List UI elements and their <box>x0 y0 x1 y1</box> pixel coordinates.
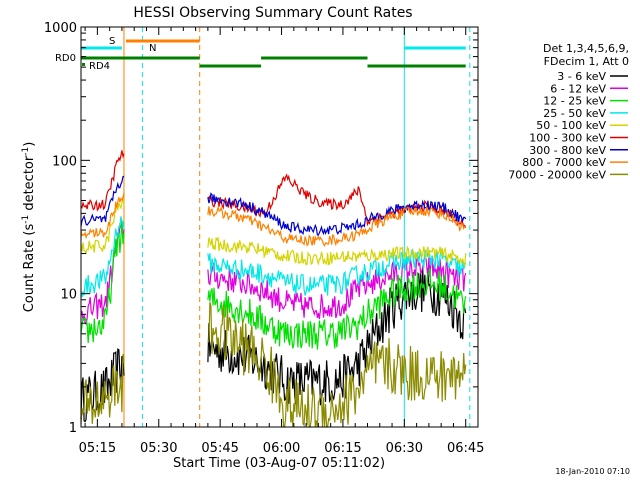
legend-label: 50 - 100 keV <box>536 119 606 132</box>
series-line-800-7000-kev-a <box>80 192 125 240</box>
y-tick-label: 1000 <box>44 21 77 36</box>
y-tick-label: 1 <box>69 421 77 436</box>
x-tick-label: 05:45 <box>201 441 238 456</box>
x-tick-label: 05:30 <box>140 441 177 456</box>
legend-label: 25 - 50 keV <box>543 107 606 120</box>
series-line-800-7000-kev-b <box>207 205 466 248</box>
series-line-3-6-kev-a <box>80 348 125 423</box>
y-label-sup2: -1 <box>21 147 31 156</box>
series-line-300-800-kev-a <box>80 175 125 227</box>
legend-label: 3 - 6 keV <box>557 70 606 83</box>
series-line-100-300-kev-b <box>207 173 467 229</box>
x-tick-label: 06:15 <box>324 441 361 456</box>
legend-header-line1: Det 1,3,4,5,6,9, <box>543 42 629 55</box>
flag-label-n: N <box>149 43 156 54</box>
y-axis: 1 10 100 1000 <box>44 21 478 436</box>
flag-bars: S N RD0 RD4 <box>55 36 466 72</box>
flag-label-rd0: RD0 <box>55 53 76 64</box>
y-tick-label: 100 <box>52 154 77 169</box>
series-line-100-300-kev-a <box>80 150 125 212</box>
x-tick-label: 06:00 <box>263 441 300 456</box>
series-line-7000-20000-kev-a <box>80 353 125 424</box>
y-label-part3: ) <box>22 142 37 147</box>
legend-label: 12 - 25 keV <box>543 95 606 108</box>
series-line-50-100-kev-b <box>207 236 467 268</box>
y-label-sup1: -1 <box>21 215 31 224</box>
y-label-part1: Count Rate (s <box>22 224 37 313</box>
series-line-12-25-kev-b <box>207 268 467 350</box>
chart-title: HESSI Observing Summary Count Rates <box>133 5 412 21</box>
x-tick-label: 06:30 <box>386 441 423 456</box>
plot-frame <box>80 26 479 428</box>
x-tick-label: 05:15 <box>79 441 116 456</box>
y-tick-label: 10 <box>60 288 77 303</box>
legend-label: 800 - 7000 keV <box>522 156 606 169</box>
series-line-50-100-kev-a <box>80 197 125 256</box>
series-line-12-25-kev-a <box>80 219 125 344</box>
footer-timestamp: 18-Jan-2010 07:10 <box>555 467 630 476</box>
y-axis-label: Count Rate (s-1 detector-1) <box>21 142 37 313</box>
flag-marker-rd4 <box>82 63 85 66</box>
series-line-7000-20000-kev-b <box>207 302 467 428</box>
x-tick-label: 06:45 <box>447 441 484 456</box>
legend-label: 300 - 800 keV <box>529 144 606 157</box>
flag-label-rd4: RD4 <box>89 61 110 72</box>
flag-label-s: S <box>109 36 115 47</box>
legend-label: 7000 - 20000 keV <box>508 168 606 181</box>
series-line-300-800-kev-b <box>207 192 467 236</box>
series-line-25-50-kev-b <box>207 248 467 296</box>
legend-label: 100 - 300 keV <box>529 132 606 145</box>
legend-header-line2: FDecim 1, Att 0 <box>544 55 629 68</box>
x-axis: 05:15 05:30 05:45 06:00 06:15 06:30 06:45 <box>79 27 484 456</box>
series-layer <box>80 150 467 428</box>
series-line-6-12-kev-b <box>207 255 467 320</box>
series-line-25-50-kev-a <box>80 216 125 298</box>
x-axis-label: Start Time (03-Aug-07 05:11:02) <box>173 456 385 471</box>
legend-label: 6 - 12 keV <box>550 82 606 95</box>
y-label-part2: detector <box>22 155 37 215</box>
